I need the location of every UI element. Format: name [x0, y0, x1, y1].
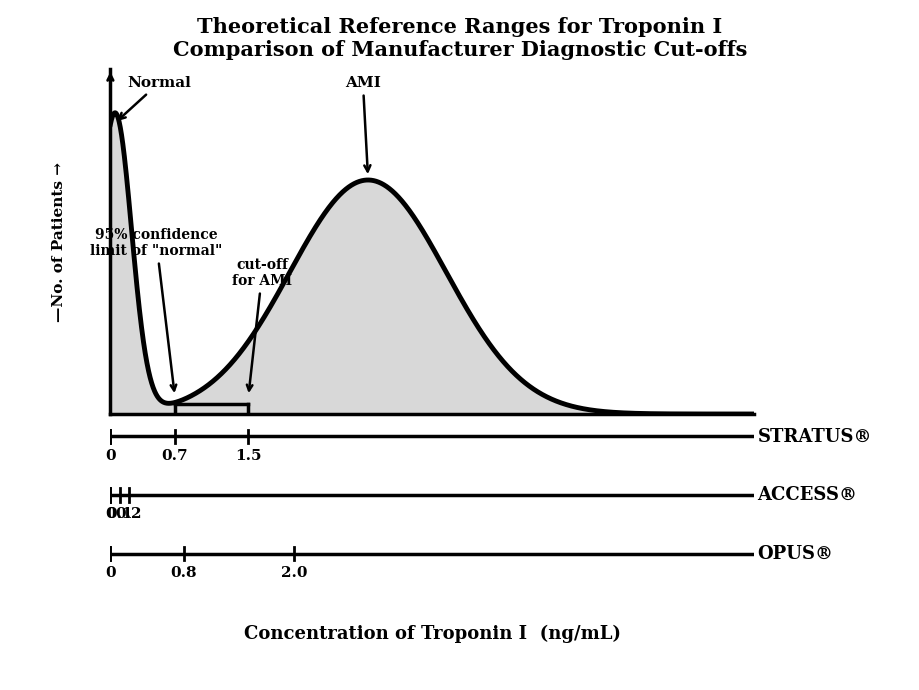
Text: cut-off
for AMI: cut-off for AMI: [232, 258, 292, 391]
Text: 2.0: 2.0: [281, 566, 307, 580]
Text: AMI: AMI: [345, 76, 380, 171]
Text: STRATUS®: STRATUS®: [756, 427, 871, 446]
Text: 0.8: 0.8: [171, 566, 197, 580]
Text: —No. of Patients →: —No. of Patients →: [51, 161, 66, 322]
Text: 0: 0: [105, 566, 116, 580]
Text: OPUS®: OPUS®: [756, 544, 833, 563]
Text: Theoretical Reference Ranges for Troponin I
Comparison of Manufacturer Diagnosti: Theoretical Reference Ranges for Troponi…: [173, 17, 746, 61]
Text: 0: 0: [105, 507, 116, 522]
Text: 95% confidence
limit of "normal": 95% confidence limit of "normal": [90, 228, 222, 391]
Text: 0: 0: [105, 448, 116, 463]
Text: ACCESS®: ACCESS®: [756, 486, 857, 504]
Text: 0.7: 0.7: [162, 448, 187, 463]
Text: 1.5: 1.5: [235, 448, 261, 463]
Text: 0.2: 0.2: [116, 507, 142, 522]
Text: Concentration of Troponin I  (ng/mL): Concentration of Troponin I (ng/mL): [244, 624, 620, 642]
Text: Normal: Normal: [119, 76, 190, 119]
Text: 0.1: 0.1: [107, 507, 132, 522]
